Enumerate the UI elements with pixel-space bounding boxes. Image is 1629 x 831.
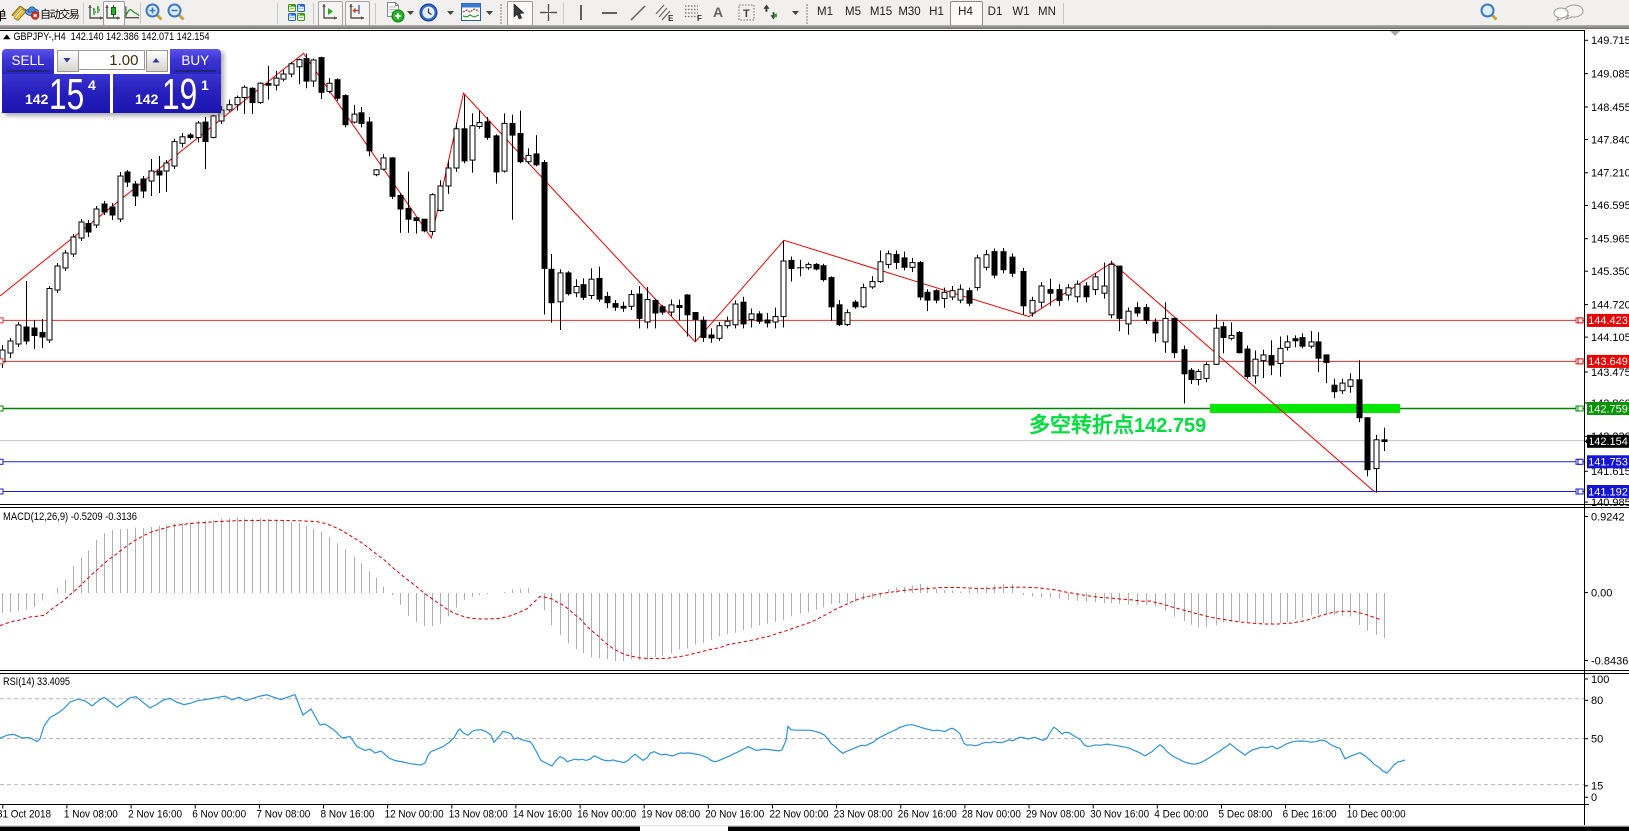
svg-text:12 Nov 00:00: 12 Nov 00:00	[385, 809, 444, 821]
svg-text:149.085: 149.085	[1591, 68, 1629, 80]
svg-text:4 Dec 00:00: 4 Dec 00:00	[1154, 809, 1208, 821]
svg-text:50: 50	[1591, 734, 1603, 746]
svg-text:6 Dec 16:00: 6 Dec 16:00	[1283, 809, 1337, 821]
svg-text:5 Dec 08:00: 5 Dec 08:00	[1219, 809, 1273, 821]
svg-text:15: 15	[1591, 781, 1603, 793]
svg-text:147.210: 147.210	[1591, 168, 1629, 180]
svg-text:6 Nov 00:00: 6 Nov 00:00	[192, 809, 246, 821]
svg-text:146.595: 146.595	[1591, 200, 1629, 212]
svg-text:147.840: 147.840	[1591, 134, 1629, 146]
svg-text:28 Nov 00:00: 28 Nov 00:00	[962, 809, 1021, 821]
svg-text:T: T	[743, 8, 750, 20]
svg-text:80: 80	[1591, 695, 1603, 707]
svg-text:16 Nov 00:00: 16 Nov 00:00	[577, 809, 636, 821]
svg-text:7 Nov 08:00: 7 Nov 08:00	[256, 809, 310, 821]
svg-text:E: E	[668, 14, 674, 22]
svg-text:141.615: 141.615	[1591, 466, 1629, 478]
svg-text:149.715: 149.715	[1591, 35, 1629, 47]
svg-text:20 Nov 16:00: 20 Nov 16:00	[705, 809, 764, 821]
svg-text:19 Nov 08:00: 19 Nov 08:00	[641, 809, 700, 821]
svg-text:143.649: 143.649	[1588, 356, 1628, 368]
svg-text:14 Nov 16:00: 14 Nov 16:00	[513, 809, 572, 821]
svg-text:22 Nov 00:00: 22 Nov 00:00	[770, 809, 829, 821]
svg-text:145.965: 145.965	[1591, 234, 1629, 246]
svg-text:144.423: 144.423	[1588, 315, 1628, 327]
svg-text:多空转折点142.759: 多空转折点142.759	[1029, 413, 1206, 437]
svg-text:-0.8436: -0.8436	[1591, 655, 1628, 667]
svg-text:F: F	[697, 14, 702, 22]
svg-text:0.00: 0.00	[1591, 587, 1612, 599]
svg-text:8 Nov 16:00: 8 Nov 16:00	[321, 809, 375, 821]
svg-text:148.455: 148.455	[1591, 102, 1629, 114]
svg-text:MACD(12,26,9) -0.5209 -0.3136: MACD(12,26,9) -0.5209 -0.3136	[3, 511, 137, 523]
svg-text:140.985: 140.985	[1591, 497, 1629, 509]
svg-text:RSI(14) 33.4095: RSI(14) 33.4095	[3, 676, 70, 688]
svg-text:2 Nov 16:00: 2 Nov 16:00	[128, 809, 182, 821]
svg-text:31 Oct 2018: 31 Oct 2018	[0, 809, 51, 821]
svg-text:10 Dec 00:00: 10 Dec 00:00	[1347, 809, 1406, 821]
svg-text:26 Nov 16:00: 26 Nov 16:00	[898, 809, 957, 821]
svg-text:142.154: 142.154	[1588, 436, 1628, 448]
svg-text:23 Nov 08:00: 23 Nov 08:00	[834, 809, 893, 821]
svg-text:1 Nov 08:00: 1 Nov 08:00	[64, 809, 118, 821]
svg-text:142.759: 142.759	[1588, 403, 1628, 415]
svg-text:29 Nov 08:00: 29 Nov 08:00	[1026, 809, 1085, 821]
svg-text:141.753: 141.753	[1588, 457, 1628, 469]
svg-text:30 Nov 16:00: 30 Nov 16:00	[1090, 809, 1149, 821]
svg-text:144.720: 144.720	[1591, 299, 1629, 311]
svg-text:145.350: 145.350	[1591, 266, 1629, 278]
svg-text:100: 100	[1591, 674, 1609, 686]
svg-text:13 Nov 08:00: 13 Nov 08:00	[449, 809, 508, 821]
svg-text:143.475: 143.475	[1591, 367, 1629, 379]
svg-text:GBPJPY-,H4 142.140 142.386 14: GBPJPY-,H4 142.140 142.386 142.071 142.1…	[14, 31, 210, 43]
svg-text:0: 0	[1591, 792, 1597, 804]
svg-text:0.9242: 0.9242	[1591, 511, 1625, 523]
svg-text:141.192: 141.192	[1588, 486, 1628, 498]
svg-text:144.105: 144.105	[1591, 332, 1629, 344]
